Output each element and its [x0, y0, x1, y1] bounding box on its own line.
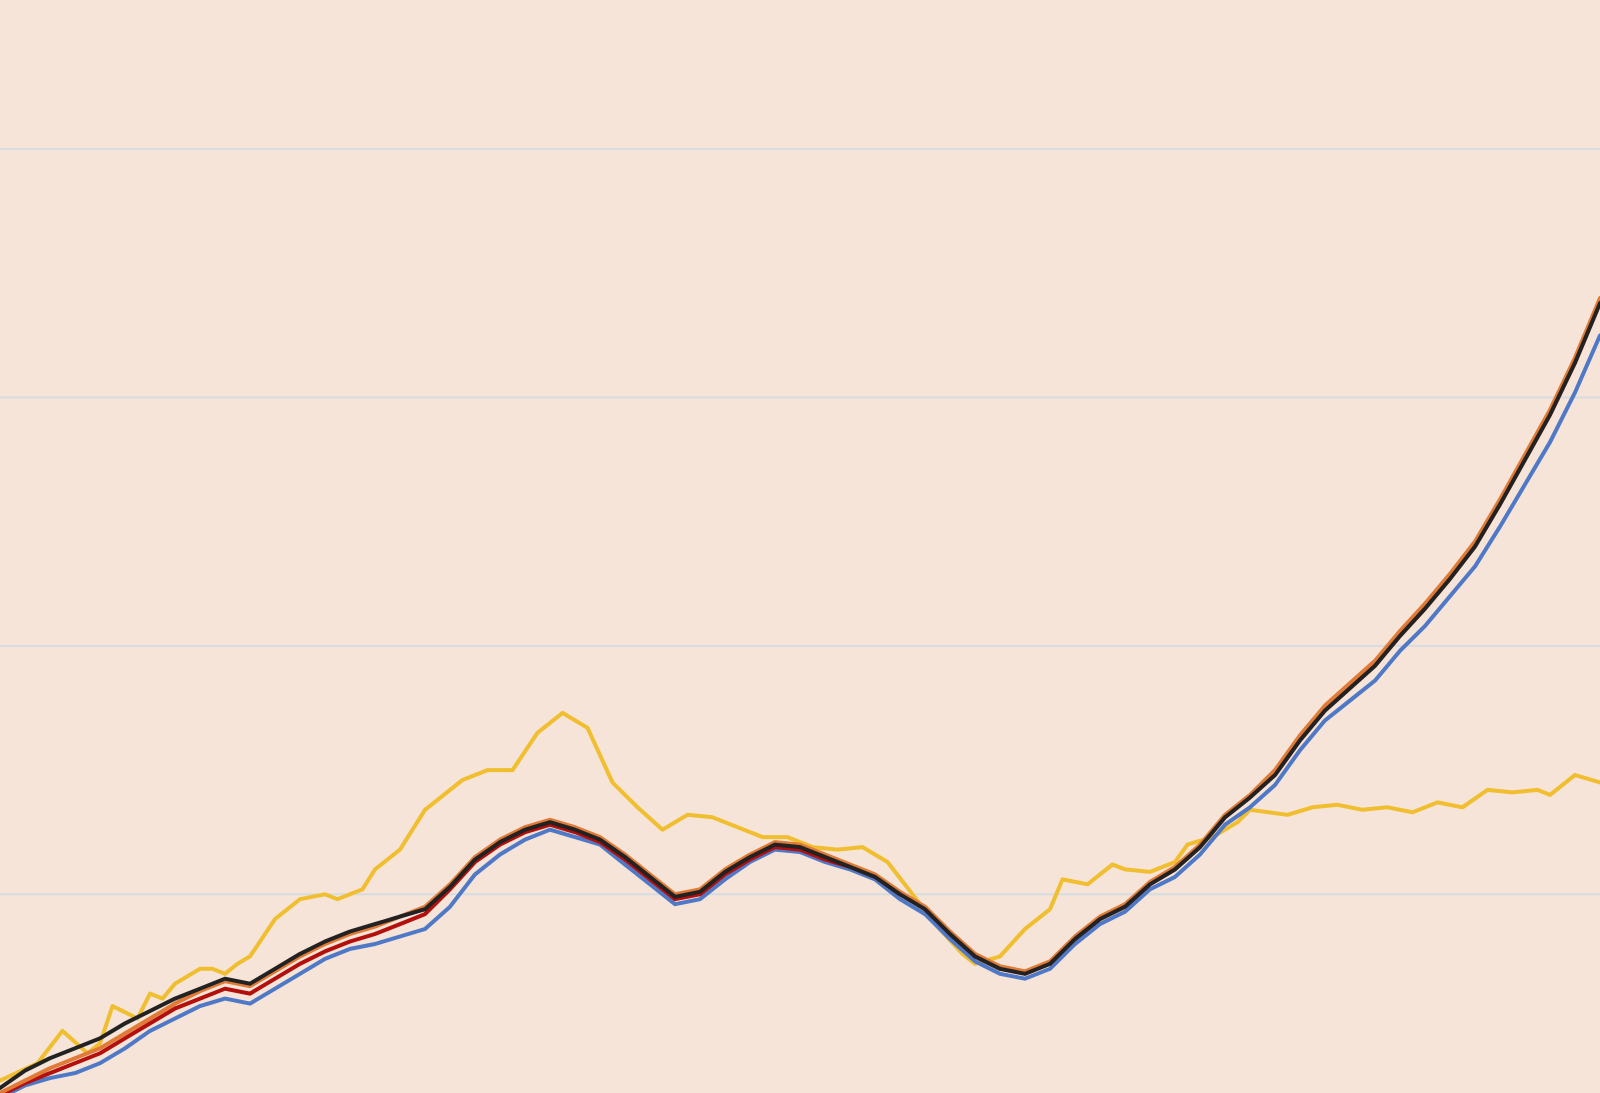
gridlines: [0, 148, 1600, 896]
series-line-4: [0, 296, 1600, 1093]
series-line-2: [5, 333, 1600, 1093]
series-lines: [0, 296, 1600, 1093]
series-line-5: [0, 301, 1600, 1090]
series-line-1: [0, 710, 1600, 1083]
